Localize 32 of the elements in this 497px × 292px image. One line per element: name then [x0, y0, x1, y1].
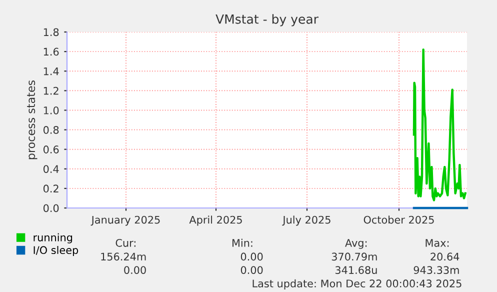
y-tick-label: 0.8 — [43, 126, 59, 134]
y-tick-label: 1.2 — [44, 86, 58, 95]
text: 0.00 — [124, 266, 146, 274]
y-tick-label: 0.4 — [43, 165, 59, 173]
y-tick-label: 1.6 — [44, 48, 59, 56]
y-tick-label: 1.8 — [44, 28, 59, 36]
legend-label: I/O sleep — [34, 246, 78, 256]
text: 20.64 — [430, 252, 460, 261]
text: 943.33m — [414, 266, 459, 274]
text: Min: — [232, 238, 252, 247]
text: 370.79m — [332, 252, 377, 261]
x-tick-label: October 2025 — [364, 216, 434, 224]
text: Last update: Mon Dec 22 00:00:43 2025 — [252, 279, 462, 290]
text: Avg: — [345, 239, 367, 249]
y-tick-label: 1.4 — [44, 67, 59, 76]
y-tick-label: 0.6 — [43, 146, 59, 154]
line-series — [412, 48, 466, 202]
x-tick-label: April 2025 — [189, 216, 242, 226]
y-axis-title: process states — [27, 80, 38, 160]
y-tick-label: 0.2 — [43, 184, 58, 193]
text: 156.24m — [101, 252, 146, 261]
x-tick-label: July 2025 — [282, 216, 330, 226]
legend-label: running — [34, 233, 72, 244]
text: 0.00 — [240, 252, 263, 261]
chart-title: VMstat - by year — [216, 14, 318, 26]
text: 0.00 — [240, 266, 263, 274]
x-tick-label: January 2025 — [90, 216, 160, 226]
y-tick-label: 1.0 — [44, 106, 59, 114]
y-tick-label: 0.0 — [43, 204, 59, 212]
text: Cur: — [116, 238, 136, 247]
text: 341.68u — [335, 266, 377, 274]
text: Max: — [426, 239, 449, 247]
